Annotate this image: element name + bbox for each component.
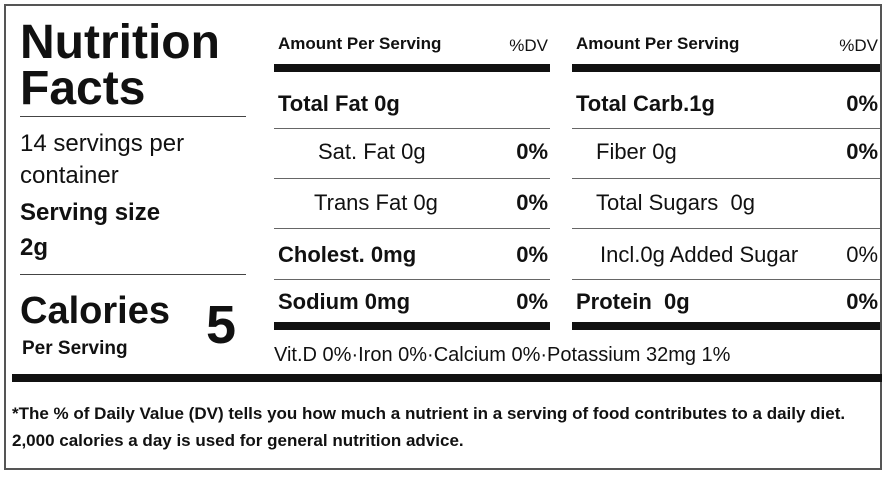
nutrition-label: Nutrition Facts 14 servings per containe…: [4, 4, 882, 470]
nutrient: Fiber 0g: [596, 139, 677, 164]
nutrient: Protein 0g: [576, 289, 690, 314]
thick-bar: [274, 322, 550, 330]
calories-label: Calories: [20, 290, 170, 332]
nutrient: Total Sugars 0g: [596, 190, 755, 215]
calories: 5: [206, 295, 237, 355]
thick-bar: [572, 64, 880, 72]
nutrient: Trans Fat 0g: [314, 190, 438, 215]
rule: [572, 279, 880, 280]
daily-value: 0%: [846, 242, 878, 267]
amount-header: Amount Per Serving: [278, 34, 442, 53]
rule: [274, 279, 550, 280]
thick-bar: [12, 374, 882, 382]
daily-value: 0%: [516, 289, 548, 314]
rule: [572, 128, 880, 129]
rule: [274, 228, 550, 229]
daily-value: 0%: [516, 190, 548, 215]
nutrient: Sodium 0mg: [278, 289, 411, 314]
nutrient: Incl.0g Added Sugar: [600, 242, 799, 267]
serving-size: 2g: [20, 234, 49, 261]
daily-value: 0%: [516, 242, 548, 267]
footnote: *The % of Daily Value (DV) tells you how…: [12, 404, 846, 450]
daily-value: 0%: [846, 139, 878, 164]
nutrient: Sat. Fat 0g: [318, 139, 426, 164]
rule: [572, 178, 880, 179]
vitamins: Vit.D 0%·Iron 0%·Calcium 0%·Potassium 32…: [274, 344, 731, 366]
rule: [274, 128, 550, 129]
nutrient: Cholest. 0mg: [278, 242, 417, 267]
thick-bar: [572, 322, 880, 330]
title: Nutrition Facts: [20, 16, 220, 115]
amount-header: Amount Per Serving: [576, 34, 740, 53]
nutrient: Total Fat 0g: [278, 91, 400, 116]
calories-sub: Per Serving: [22, 338, 128, 359]
daily-value: 0%: [516, 139, 548, 164]
nutrient: Total Carb.1g: [576, 91, 715, 116]
rule: [20, 274, 246, 275]
dv-header: %DV: [839, 36, 878, 55]
thick-bar: [274, 64, 550, 72]
dv-header: %DV: [509, 36, 548, 55]
servings: 14 servings per container: [20, 130, 185, 189]
rule: [274, 178, 550, 179]
rule: [20, 116, 246, 117]
serving-size-label: Serving size: [20, 199, 161, 226]
daily-value: 0%: [846, 91, 878, 116]
daily-value: 0%: [846, 289, 878, 314]
rule: [572, 228, 880, 229]
